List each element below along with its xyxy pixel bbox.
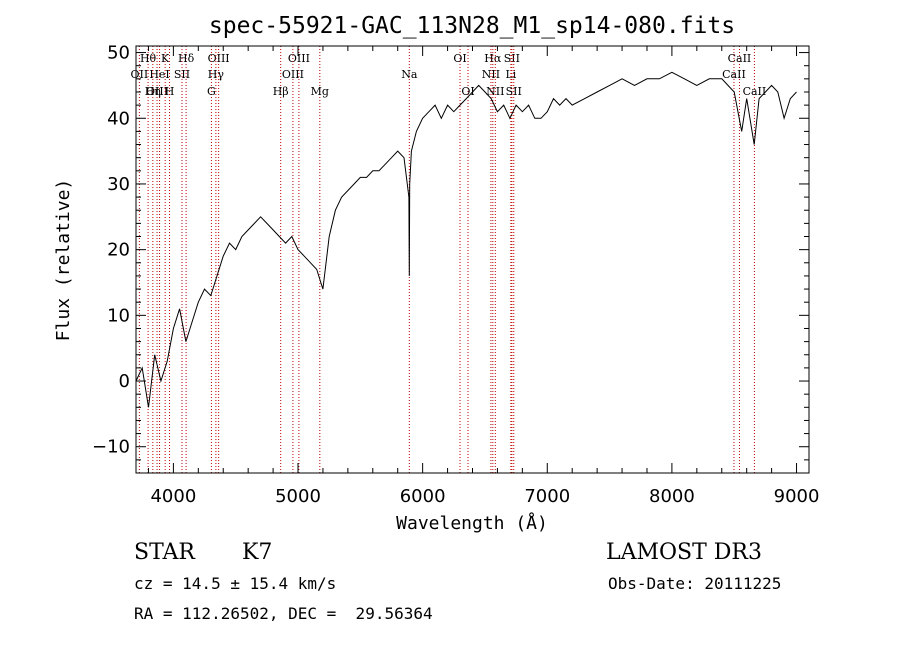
line-marker-label: CaII <box>743 85 767 98</box>
plot-frame <box>135 45 810 474</box>
line-marker-label: SII <box>506 85 522 98</box>
line-marker-label: Li <box>505 68 516 81</box>
x-tick-label: 7000 <box>524 486 570 507</box>
line-marker-label: Mg <box>311 85 329 98</box>
redshift-readout: cz = 14.5 ± 15.4 km/s <box>134 574 337 593</box>
line-marker-label: NII <box>482 68 500 81</box>
obs-date: Obs-Date: 20111225 <box>608 574 782 593</box>
line-marker-label: NII <box>486 85 504 98</box>
line-marker-label: HeI <box>149 68 169 81</box>
line-marker-label: Hγ <box>208 68 225 81</box>
line-marker-label: OIII <box>288 52 310 65</box>
line-marker-label: SII <box>504 52 520 65</box>
y-tick-label: 40 <box>107 108 130 129</box>
line-marker-label: OII <box>131 68 149 81</box>
y-axis-label: Flux (relative) <box>53 179 74 342</box>
y-tick-label: −10 <box>92 437 130 458</box>
y-tick-label: 10 <box>107 305 130 326</box>
line-marker-label: OIII <box>282 68 304 81</box>
line-marker-label: Hβ <box>273 85 289 98</box>
line-marker-label: G <box>207 85 216 98</box>
line-marker-label: Hα <box>484 52 502 65</box>
line-marker-label: K <box>161 52 170 65</box>
line-marker-label: SII <box>174 68 190 81</box>
subclass-label: K7 <box>242 540 273 565</box>
x-tick-label: 8000 <box>649 486 695 507</box>
axis-ticks: 4000 5000 6000 7000 8000 9000 −10 0 10 20 30 40 50 <box>92 43 819 507</box>
line-marker-label: OIII <box>208 52 230 65</box>
y-tick-label: 50 <box>107 43 130 64</box>
line-marker-label: H <box>165 85 175 98</box>
x-tick-label: 6000 <box>400 486 446 507</box>
line-marker-label: OIII <box>146 85 168 98</box>
x-tick-label: 5000 <box>275 486 321 507</box>
line-marker-label: OI <box>461 85 474 98</box>
y-tick-label: 0 <box>119 371 130 392</box>
line-marker-label: Hδ <box>178 52 195 65</box>
x-axis-label: Wavelength (Å) <box>396 512 548 534</box>
class-label: STAR <box>134 540 195 565</box>
line-marker-label: CaII <box>722 68 746 81</box>
line-marker-label: CaII <box>728 52 752 65</box>
line-markers: Hθ OII OIII K HeI Hη SII H Hδ OIII Hγ G OIII OIII Hβ Mg… <box>131 46 767 473</box>
x-tick-label: 9000 <box>774 486 820 507</box>
y-tick-label: 20 <box>107 240 130 261</box>
line-marker-label: OI <box>453 52 466 65</box>
x-tick-label: 4000 <box>150 486 196 507</box>
survey-label: LAMOST DR3 <box>606 540 762 565</box>
y-tick-label: 30 <box>107 174 130 195</box>
coordinates: RA = 112.26502, DEC = 29.56364 <box>134 604 433 623</box>
chart-title: spec-55921-GAC_113N28_M1_sp14-080.fits <box>209 13 735 39</box>
line-marker-label: Na <box>401 68 418 81</box>
line-marker-label: Hη <box>145 85 161 98</box>
line-marker-label: Hθ <box>140 52 157 65</box>
spectrum-line <box>135 71 797 408</box>
